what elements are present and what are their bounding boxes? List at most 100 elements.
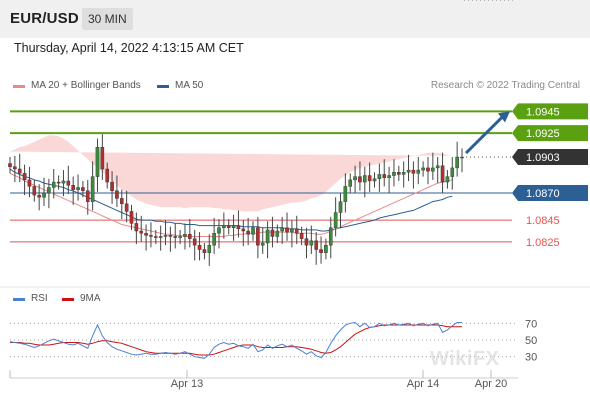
candle-body — [134, 223, 139, 232]
candle-body — [246, 230, 250, 235]
candle-body — [280, 227, 284, 232]
candle-body — [362, 175, 367, 183]
candle-body — [119, 198, 124, 205]
x-tick-label: Apr 20 — [475, 378, 507, 390]
candle-body — [95, 147, 100, 177]
legend-9ma: 9MA — [62, 293, 101, 305]
rsi-tick-70: 70 — [525, 318, 537, 330]
candle-body — [32, 186, 37, 196]
candle-body — [188, 234, 192, 239]
candle-body — [158, 236, 163, 238]
candle-body — [382, 174, 387, 178]
candle-body — [450, 167, 455, 177]
candle-body — [324, 244, 328, 253]
legend-swatch-rsi — [13, 298, 25, 301]
candle-body — [367, 175, 372, 182]
level-tag-1.0945 — [512, 103, 588, 120]
candle-body — [241, 228, 246, 232]
legend-label-ma50: MA 50 — [175, 80, 204, 91]
candle-body — [251, 227, 255, 235]
legend-swatch-9ma — [62, 298, 74, 301]
candle-body — [168, 235, 173, 237]
candle-body — [372, 178, 377, 182]
candle-body — [56, 181, 61, 184]
candle-body — [61, 180, 66, 184]
candle-body — [222, 225, 226, 228]
rsi-line — [9, 321, 462, 359]
level-label-1.0925: 1.0925 — [526, 128, 560, 140]
legend-swatch-ma50 — [157, 85, 169, 88]
candle-body — [207, 244, 212, 253]
candle-body — [100, 147, 105, 170]
legend-label-rsi: RSI — [31, 293, 48, 304]
forecast-arrow-shaft — [464, 114, 506, 155]
rsi-tick-50: 50 — [525, 335, 537, 347]
datetime-label: Thursday, April 14, 2022 4:13:15 AM CET — [14, 41, 244, 55]
candle-body — [304, 238, 309, 246]
candle-body — [435, 165, 440, 169]
candle-body — [392, 172, 396, 176]
candle-body — [85, 190, 90, 202]
candle-body — [27, 179, 32, 187]
candle-body — [260, 242, 265, 246]
candle-body — [13, 166, 17, 170]
candle-body — [309, 240, 314, 246]
candle-body — [401, 172, 406, 175]
legend-ma50: MA 50 — [157, 80, 203, 92]
legend-swatch-ma20 — [13, 85, 25, 88]
symbol-label: EUR/USD — [10, 10, 79, 27]
candle-body — [183, 234, 187, 237]
candle-body — [71, 185, 75, 190]
legend-rsi: RSI — [13, 293, 48, 305]
candle-body — [421, 167, 425, 171]
candle-body — [338, 201, 343, 213]
candle-body — [406, 169, 411, 173]
candle-body — [197, 244, 202, 250]
candle-body — [358, 176, 362, 183]
bollinger-band-area — [10, 135, 453, 212]
candle-body — [42, 192, 46, 198]
x-tick-label: Apr 14 — [407, 378, 439, 390]
candle-body — [202, 249, 207, 253]
candle-body — [275, 230, 280, 237]
candle-body — [90, 176, 95, 202]
candle-body — [217, 227, 221, 234]
candle-body — [129, 211, 134, 224]
legend-ma20-bollinger: MA 20 + Bollinger Bands — [13, 80, 141, 92]
candle-body — [8, 163, 12, 168]
candle-body — [144, 233, 148, 236]
ma20-line — [9, 172, 453, 237]
candle-body — [154, 236, 158, 238]
candle-body — [47, 187, 51, 194]
ma50-line — [9, 168, 453, 232]
candle-body — [51, 181, 56, 188]
candle-body — [37, 194, 41, 198]
candle-body — [460, 156, 464, 159]
candle-body — [139, 230, 144, 234]
candle-body — [236, 225, 241, 230]
candle-body — [411, 169, 416, 174]
candle-body — [397, 172, 401, 175]
level-label-1.0825: 1.0825 — [526, 237, 560, 249]
level-label-1.0945: 1.0945 — [526, 106, 560, 118]
candle-body — [455, 156, 459, 169]
candle-body — [328, 227, 333, 246]
credit-label: Research © 2022 Trading Central — [430, 80, 580, 91]
candle-body — [294, 228, 299, 234]
timeframe-badge[interactable]: 30 MIN — [82, 8, 133, 30]
candle-body — [440, 165, 445, 183]
candle-body — [192, 238, 197, 246]
candle-body — [445, 176, 450, 183]
candle-body — [212, 233, 216, 246]
candle-body — [81, 187, 85, 191]
legend-label-ma20: MA 20 + Bollinger Bands — [31, 80, 141, 91]
candle-body — [173, 236, 178, 238]
candle-body — [149, 235, 153, 237]
candle-body — [76, 187, 80, 190]
candle-body — [256, 227, 260, 246]
level-tag-1.0903 — [512, 149, 588, 166]
level-label-1.0845: 1.0845 — [526, 215, 560, 227]
candle-body — [163, 235, 168, 237]
